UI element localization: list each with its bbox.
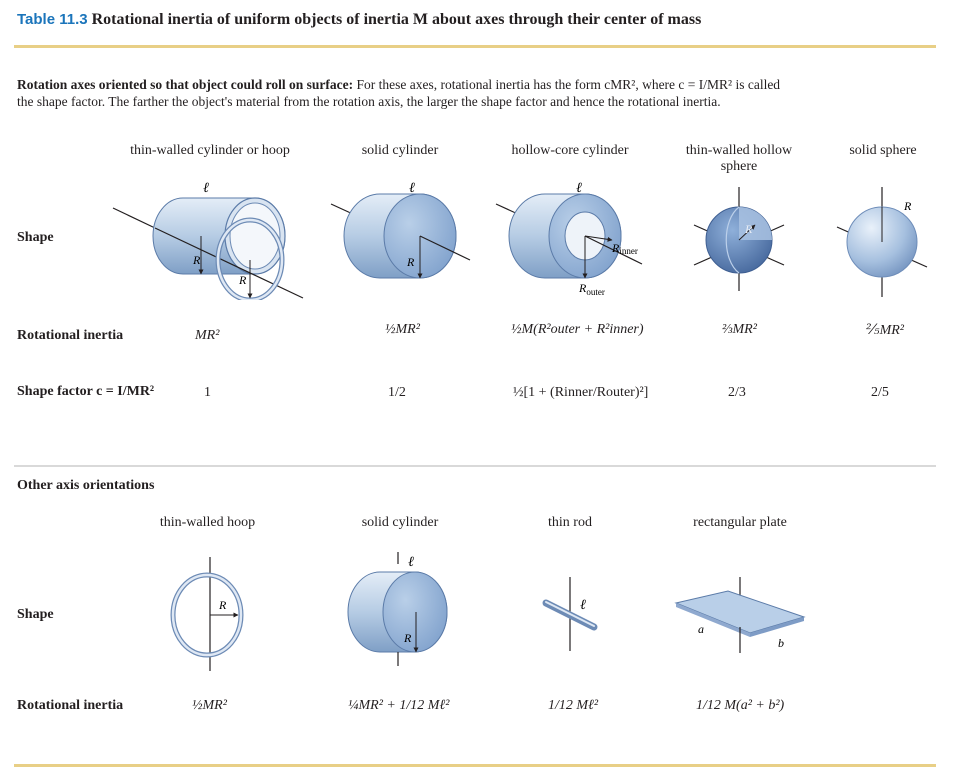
top-rule bbox=[14, 45, 936, 48]
inertia-solid-cylinder: ½MR² bbox=[385, 322, 420, 338]
hollow-core-cylinder-figure: Rinner Router ℓ bbox=[495, 181, 643, 297]
svg-text:R: R bbox=[903, 199, 912, 213]
table-caption: Rotational inertia of uniform objects of… bbox=[91, 11, 702, 28]
shape-factor-hollow-core-cylinder: ½[1 + (Rinner/Router)²] bbox=[513, 385, 649, 400]
inertia-thin-walled-hollow-sphere: ⅔MR² bbox=[722, 322, 757, 338]
table-number: Table 11.3 bbox=[17, 11, 88, 28]
col-thin-walled-hollow-sphere: thin-walled hollow sphere bbox=[685, 143, 793, 174]
other-row-label-shape: Shape bbox=[17, 607, 54, 622]
inertia-text: ½M(R²outer + R²inner) bbox=[511, 322, 644, 337]
row-label-shape-factor: Shape factor c = I/MR² bbox=[17, 384, 155, 399]
bottom-rule bbox=[14, 764, 936, 767]
inertia-text: ⅔MR² bbox=[722, 322, 757, 337]
solid-sphere-figure: R bbox=[836, 187, 928, 297]
intro-line1: For these axes, rotational inertia has t… bbox=[356, 77, 781, 92]
shape-factor-solid-cylinder: 1/2 bbox=[388, 385, 406, 400]
svg-text:R: R bbox=[744, 222, 753, 236]
solid-cylinder-figure: R ℓ bbox=[330, 181, 471, 279]
svg-text:R: R bbox=[218, 598, 227, 612]
inertia-text: ½MR² bbox=[385, 322, 420, 337]
row-label-rotational-inertia: Rotational inertia bbox=[17, 328, 124, 343]
inertia-text: ⅖MR² bbox=[866, 323, 904, 338]
svg-text:ℓ: ℓ bbox=[576, 181, 582, 196]
rectangular-plate-figure: a b bbox=[674, 577, 806, 653]
svg-text:R: R bbox=[238, 273, 247, 287]
svg-text:b: b bbox=[778, 636, 784, 650]
other-row-label-rotational-inertia: Rotational inertia bbox=[17, 698, 124, 713]
svg-text:ℓ: ℓ bbox=[203, 181, 209, 196]
col-solid-cylinder: solid cylinder bbox=[361, 143, 439, 158]
svg-text:R: R bbox=[192, 253, 201, 267]
svg-text:ℓ: ℓ bbox=[580, 598, 586, 613]
shape-factor-thin-walled-hollow-sphere: 2/3 bbox=[728, 385, 746, 400]
svg-text:ℓ: ℓ bbox=[408, 555, 414, 570]
inertia-other-solid-cylinder: ¼MR² + 1/12 Mℓ² bbox=[348, 698, 450, 713]
svg-text:Rinner: Rinner bbox=[611, 241, 638, 256]
inertia-hollow-core-cylinder: ½M(R²outer + R²inner) bbox=[511, 322, 644, 338]
other-solid-cylinder-figure: R ℓ bbox=[347, 552, 448, 666]
thin-walled-cylinder-figure: R R ℓ bbox=[112, 181, 304, 300]
col-thin-walled-hoop: thin-walled hoop bbox=[159, 515, 256, 530]
shape-factor-thin-walled-cylinder: 1 bbox=[204, 385, 211, 400]
shape-factor-solid-sphere: 2/5 bbox=[871, 385, 889, 400]
inertia-text: MR² bbox=[195, 328, 220, 343]
section-divider bbox=[14, 465, 936, 467]
svg-text:Router: Router bbox=[578, 281, 605, 297]
intro-line2: the shape factor. The farther the object… bbox=[17, 94, 721, 109]
intro-bold: Rotation axes oriented so that object co… bbox=[17, 77, 354, 92]
inertia-thin-rod: 1/12 Mℓ² bbox=[548, 698, 599, 713]
svg-text:R: R bbox=[403, 631, 412, 645]
svg-text:ℓ: ℓ bbox=[409, 181, 415, 196]
col-thin-rod: thin rod bbox=[548, 515, 592, 530]
inertia-thin-walled-cylinder: MR² bbox=[195, 328, 219, 344]
col-other-solid-cylinder: solid cylinder bbox=[361, 515, 439, 530]
inertia-solid-sphere: ⅖MR² bbox=[866, 322, 904, 339]
row-label-shape: Shape bbox=[17, 230, 54, 245]
table-title: Table 11.3 Rotational inertia of uniform… bbox=[17, 11, 701, 29]
other-orientations-heading: Other axis orientations bbox=[17, 478, 155, 493]
svg-text:a: a bbox=[698, 622, 704, 636]
intro-paragraph: Rotation axes oriented so that object co… bbox=[17, 76, 942, 110]
col-hollow-core-cylinder: hollow-core cylinder bbox=[511, 143, 629, 158]
svg-text:R: R bbox=[406, 255, 415, 269]
thin-walled-hollow-sphere-figure: R bbox=[693, 187, 785, 291]
inertia-thin-walled-hoop: ½MR² bbox=[192, 698, 227, 713]
inertia-rectangular-plate: 1/12 M(a² + b²) bbox=[696, 698, 785, 713]
thin-rod-figure: ℓ bbox=[542, 577, 598, 651]
col-rectangular-plate: rectangular plate bbox=[693, 515, 787, 530]
col-thin-walled-cylinder: thin-walled cylinder or hoop bbox=[130, 143, 290, 158]
col-solid-sphere: solid sphere bbox=[849, 143, 917, 158]
thin-walled-hoop-figure: R bbox=[170, 557, 244, 671]
